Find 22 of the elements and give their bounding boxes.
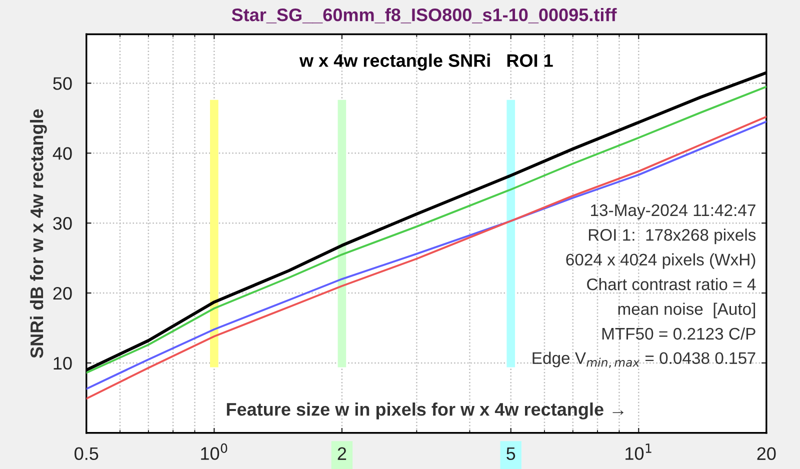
x-axis-title: Feature size w in pixels for w x 4w rectangle → xyxy=(226,402,624,420)
y-tick-label: 10 xyxy=(54,356,72,370)
annotation: 6024 x 4024 pixels (WxH) xyxy=(566,253,756,269)
y-axis-title: SNRi dB for w x 4w rectangle xyxy=(30,109,47,358)
y-tick-label: 30 xyxy=(53,217,72,230)
text: w x 4w rectangle SNRi ROI 1 xyxy=(299,54,553,71)
annotation: Edge V$_{min,max}$ = 0.0438 0.157 xyxy=(532,352,756,368)
x-tick-label: 10$^{1}$ xyxy=(626,444,652,460)
x-tick-label: 5 xyxy=(506,447,516,460)
x-tick-label: 2 xyxy=(338,447,346,460)
y-tick-label: 50 xyxy=(53,77,72,90)
chart-title: Star_SG__60mm_f8_ISO800_s1-10_00095.tiff xyxy=(232,8,617,24)
y-tick-label: 40 xyxy=(52,147,72,160)
x-tick-label: 20 xyxy=(757,447,776,460)
x-tick-label: 0.5 xyxy=(74,447,98,460)
annotation: Chart contrast ratio = 4 xyxy=(587,278,756,290)
annotation: MTF50 = 0.2123 C/P xyxy=(602,327,756,340)
x-tick-label: 10$^{0}$ xyxy=(201,443,228,460)
annotation: ROI 1: 178x268 pixels xyxy=(588,228,756,244)
annotation: mean noise [Auto] xyxy=(618,302,756,318)
annotation: 13-May-2024 11:42:47 xyxy=(591,204,756,220)
y-tick-label: 20 xyxy=(53,286,72,300)
